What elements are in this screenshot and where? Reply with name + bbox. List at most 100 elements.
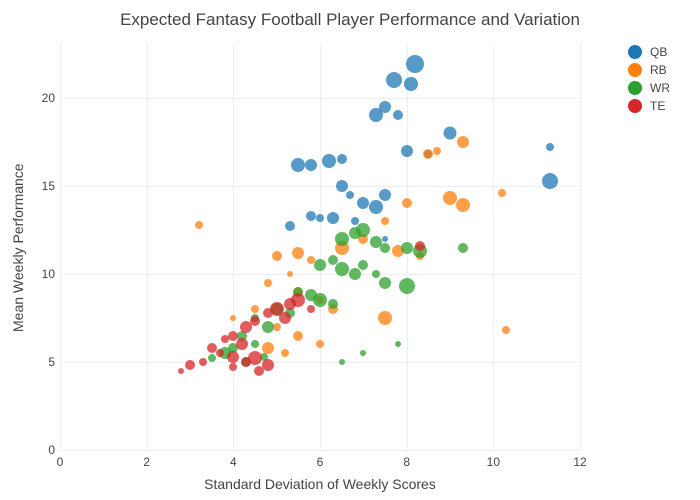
scatter-point[interactable] xyxy=(264,279,272,287)
scatter-point[interactable] xyxy=(382,236,388,242)
y-axis-label: Mean Weekly Performance xyxy=(10,45,26,450)
scatter-point[interactable] xyxy=(272,251,282,261)
scatter-point[interactable] xyxy=(498,189,506,197)
scatter-point[interactable] xyxy=(285,221,295,231)
grid-line-vertical xyxy=(147,45,148,450)
scatter-point[interactable] xyxy=(372,270,380,278)
scatter-point[interactable] xyxy=(248,351,262,365)
scatter-point[interactable] xyxy=(360,350,366,356)
scatter-point[interactable] xyxy=(254,366,264,376)
scatter-point[interactable] xyxy=(502,326,510,334)
scatter-point[interactable] xyxy=(281,349,289,357)
grid-line-vertical xyxy=(580,45,581,450)
legend-item-rb[interactable]: RB xyxy=(628,63,670,77)
legend-item-qb[interactable]: QB xyxy=(628,45,670,59)
scatter-point[interactable] xyxy=(287,271,293,277)
scatter-point[interactable] xyxy=(415,241,425,251)
legend-marker xyxy=(628,45,642,59)
scatter-point[interactable] xyxy=(293,331,303,341)
chart-container: Expected Fantasy Football Player Perform… xyxy=(0,0,700,500)
scatter-point[interactable] xyxy=(395,341,401,347)
scatter-point[interactable] xyxy=(240,321,252,333)
scatter-point[interactable] xyxy=(336,180,348,192)
scatter-point[interactable] xyxy=(433,147,441,155)
scatter-point[interactable] xyxy=(379,189,391,201)
scatter-point[interactable] xyxy=(349,268,361,280)
scatter-point[interactable] xyxy=(378,311,392,325)
legend-label: RB xyxy=(650,63,667,77)
scatter-point[interactable] xyxy=(199,358,207,366)
scatter-point[interactable] xyxy=(279,312,291,324)
scatter-point[interactable] xyxy=(381,217,389,225)
scatter-point[interactable] xyxy=(284,298,296,310)
grid-line-vertical xyxy=(60,45,61,450)
legend-marker xyxy=(628,81,642,95)
legend-marker xyxy=(628,63,642,77)
scatter-point[interactable] xyxy=(313,293,327,307)
scatter-point[interactable] xyxy=(542,173,558,189)
scatter-point[interactable] xyxy=(357,197,369,209)
scatter-point[interactable] xyxy=(306,211,316,221)
scatter-point[interactable] xyxy=(292,247,304,259)
scatter-point[interactable] xyxy=(401,242,413,254)
scatter-point[interactable] xyxy=(314,259,326,271)
scatter-point[interactable] xyxy=(195,221,203,229)
scatter-point[interactable] xyxy=(327,212,339,224)
scatter-point[interactable] xyxy=(262,321,274,333)
scatter-point[interactable] xyxy=(185,360,195,370)
scatter-point[interactable] xyxy=(443,191,457,205)
scatter-point[interactable] xyxy=(356,223,370,237)
scatter-point[interactable] xyxy=(251,340,259,348)
legend: QB RB WR TE xyxy=(628,45,670,117)
scatter-point[interactable] xyxy=(178,368,184,374)
grid-line-horizontal xyxy=(60,362,580,363)
chart-title: Expected Fantasy Football Player Perform… xyxy=(0,10,700,30)
scatter-point[interactable] xyxy=(307,305,315,313)
scatter-point[interactable] xyxy=(316,340,324,348)
scatter-point[interactable] xyxy=(230,315,236,321)
scatter-point[interactable] xyxy=(335,262,349,276)
scatter-point[interactable] xyxy=(228,331,238,341)
scatter-point[interactable] xyxy=(251,305,259,313)
scatter-point[interactable] xyxy=(227,351,239,363)
scatter-point[interactable] xyxy=(404,77,418,91)
scatter-point[interactable] xyxy=(393,110,403,120)
scatter-point[interactable] xyxy=(379,277,391,289)
scatter-point[interactable] xyxy=(458,243,468,253)
scatter-point[interactable] xyxy=(346,191,354,199)
scatter-point[interactable] xyxy=(406,55,424,73)
scatter-point[interactable] xyxy=(423,149,433,159)
scatter-point[interactable] xyxy=(369,200,383,214)
scatter-point[interactable] xyxy=(229,363,237,371)
scatter-point[interactable] xyxy=(358,260,368,270)
scatter-point[interactable] xyxy=(456,198,470,212)
scatter-point[interactable] xyxy=(322,154,336,168)
scatter-point[interactable] xyxy=(305,159,317,171)
scatter-point[interactable] xyxy=(216,349,224,357)
scatter-point[interactable] xyxy=(444,127,457,140)
scatter-point[interactable] xyxy=(207,343,217,353)
grid-line-horizontal xyxy=(60,274,580,275)
scatter-point[interactable] xyxy=(380,243,390,253)
scatter-point[interactable] xyxy=(328,299,338,309)
scatter-point[interactable] xyxy=(402,198,412,208)
scatter-point[interactable] xyxy=(339,359,345,365)
grid-line-horizontal xyxy=(60,98,580,99)
scatter-point[interactable] xyxy=(263,308,273,318)
scatter-point[interactable] xyxy=(291,158,305,172)
scatter-point[interactable] xyxy=(208,354,216,362)
legend-item-wr[interactable]: WR xyxy=(628,81,670,95)
scatter-point[interactable] xyxy=(335,232,349,246)
scatter-point[interactable] xyxy=(457,136,469,148)
scatter-point[interactable] xyxy=(399,278,415,294)
scatter-point[interactable] xyxy=(401,145,413,157)
scatter-point[interactable] xyxy=(337,154,347,164)
scatter-point[interactable] xyxy=(386,72,402,88)
scatter-point[interactable] xyxy=(546,143,554,151)
scatter-point[interactable] xyxy=(379,101,391,113)
y-tick-label: 0 xyxy=(30,443,55,457)
scatter-point[interactable] xyxy=(236,338,248,350)
scatter-point[interactable] xyxy=(316,214,324,222)
scatter-point[interactable] xyxy=(221,335,229,343)
legend-item-te[interactable]: TE xyxy=(628,99,670,113)
